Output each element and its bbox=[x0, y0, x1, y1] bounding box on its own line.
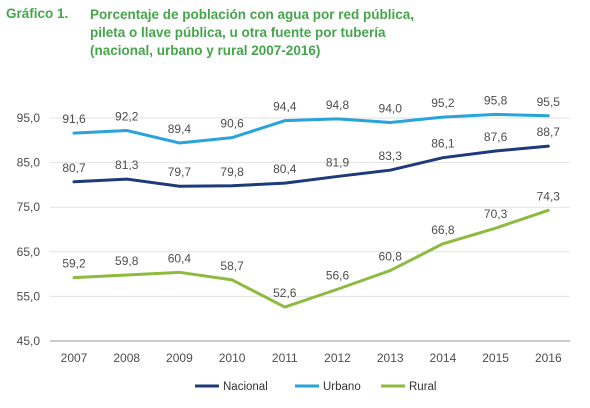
data-label-nacional: 81,9 bbox=[326, 155, 350, 169]
data-label-urbano: 94,0 bbox=[379, 101, 403, 115]
x-tick-label: 2013 bbox=[377, 351, 404, 365]
data-labels: 80,7 81,3 79,7 79,8 80,4 81,9 83,3 86,1 87,6 88,7… bbox=[62, 93, 560, 300]
series-lines bbox=[72, 112, 550, 309]
data-label-nacional: 87,6 bbox=[484, 130, 508, 144]
x-tick-label: 2014 bbox=[430, 351, 457, 365]
data-label-rural: 59,2 bbox=[62, 257, 86, 271]
y-tick-label: 75,0 bbox=[17, 200, 41, 214]
x-tick-label: 2009 bbox=[166, 351, 193, 365]
data-label-nacional: 79,8 bbox=[220, 165, 244, 179]
figure-title: Porcentaje de población con agua por red… bbox=[90, 6, 414, 60]
data-label-nacional: 79,7 bbox=[168, 165, 192, 179]
data-label-urbano: 90,6 bbox=[220, 117, 244, 131]
legend: Nacional Urbano Rural bbox=[195, 381, 436, 393]
y-tick-label: 85,0 bbox=[17, 156, 41, 170]
series-line-rural bbox=[72, 208, 550, 309]
figure-title-line-1: Porcentaje de población con agua por red… bbox=[90, 7, 415, 22]
figure-title-line-2: pileta o llave pública, u otra fuente po… bbox=[90, 25, 386, 40]
figure-title-line-3: (nacional, urbano y rural 2007-2016) bbox=[90, 43, 321, 58]
data-label-urbano: 89,4 bbox=[168, 122, 192, 136]
data-label-rural: 60,4 bbox=[168, 251, 192, 265]
data-label-nacional: 81,3 bbox=[115, 158, 139, 172]
legend-label-nacional: Nacional bbox=[223, 381, 268, 393]
x-tick-label: 2007 bbox=[61, 351, 88, 365]
data-label-rural: 58,7 bbox=[220, 259, 244, 273]
data-label-nacional: 86,1 bbox=[431, 137, 455, 151]
data-label-rural: 56,6 bbox=[326, 268, 350, 282]
data-label-rural: 60,8 bbox=[379, 250, 403, 264]
series-line-nacional bbox=[72, 144, 550, 188]
data-label-rural: 66,8 bbox=[431, 223, 455, 237]
data-label-urbano: 91,6 bbox=[62, 112, 86, 126]
y-axis: 45,0 55,0 65,0 75,0 85,0 95,0 bbox=[17, 111, 41, 348]
data-label-urbano: 95,8 bbox=[484, 93, 508, 107]
data-label-urbano: 94,8 bbox=[326, 98, 350, 112]
x-tick-label: 2012 bbox=[324, 351, 351, 365]
data-label-rural: 74,3 bbox=[537, 189, 561, 203]
x-tick-label: 2011 bbox=[272, 351, 298, 365]
data-label-rural: 70,3 bbox=[484, 207, 508, 221]
y-tick-label: 65,0 bbox=[17, 245, 41, 259]
data-label-rural: 52,6 bbox=[273, 286, 297, 300]
x-tick-label: 2008 bbox=[113, 351, 140, 365]
legend-label-rural: Rural bbox=[409, 381, 436, 393]
data-label-rural: 59,8 bbox=[115, 254, 139, 268]
x-tick-label: 2010 bbox=[219, 351, 246, 365]
data-label-nacional: 80,7 bbox=[62, 161, 86, 175]
data-label-urbano: 95,2 bbox=[431, 96, 455, 110]
data-label-nacional: 80,4 bbox=[273, 162, 297, 176]
x-tick-label: 2015 bbox=[482, 351, 509, 365]
x-axis: 2007 2008 2009 2010 2011 2012 2013 2014 2015 2016 bbox=[61, 351, 562, 365]
series-line-urbano bbox=[72, 112, 550, 145]
gridlines bbox=[50, 117, 570, 342]
x-tick-label: 2016 bbox=[535, 351, 562, 365]
data-label-urbano: 92,2 bbox=[115, 109, 139, 123]
y-tick-label: 45,0 bbox=[17, 334, 41, 348]
data-label-urbano: 95,5 bbox=[537, 95, 561, 109]
data-label-urbano: 94,4 bbox=[273, 100, 297, 114]
y-tick-label: 55,0 bbox=[17, 289, 41, 303]
data-label-nacional: 83,3 bbox=[379, 149, 403, 163]
legend-label-urbano: Urbano bbox=[323, 381, 361, 393]
y-tick-label: 95,0 bbox=[17, 111, 41, 125]
data-label-nacional: 88,7 bbox=[537, 125, 561, 139]
figure-number: Gráfico 1. bbox=[6, 6, 69, 21]
